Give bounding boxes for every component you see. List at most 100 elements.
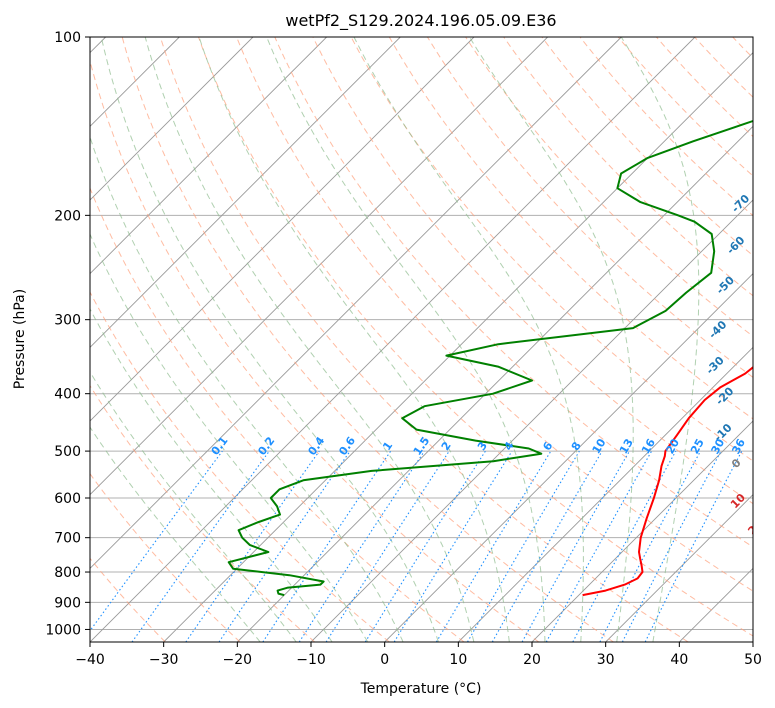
moist-adiabat-label: -60 — [724, 234, 747, 257]
isotherm-line — [384, 273, 753, 642]
mixing-ratio-line — [599, 450, 701, 642]
dewpoint-series-line — [227, 119, 753, 597]
dry-adiabat-lines — [90, 37, 775, 642]
grid-lines — [90, 37, 753, 630]
x-tick-label: 30 — [597, 652, 615, 668]
x-axis-ticks: −40 −30 −20 −10 0 10 20 30 40 50 — [75, 642, 762, 668]
dry-adiabat-line — [617, 37, 753, 177]
dry-adiabat-line — [732, 37, 753, 59]
temperature-series-line — [582, 366, 753, 597]
dry-adiabat-line — [198, 37, 753, 637]
moist-adiabat-label: -20 — [713, 384, 736, 407]
mixing-ratio-line — [621, 450, 722, 642]
x-tick-label: 50 — [744, 652, 762, 668]
moist-adiabat-label: -80 — [752, 147, 775, 170]
x-tick-label: 40 — [670, 652, 688, 668]
isotherm-line — [90, 37, 327, 275]
isotherm-line — [605, 494, 753, 642]
y-tick-label: 400 — [54, 387, 81, 403]
dry-adiabat-line — [121, 37, 614, 642]
moist-adiabat-line — [90, 370, 297, 642]
dry-adiabat-line — [426, 37, 753, 378]
x-axis-label: Temperature (°C) — [360, 681, 482, 697]
moist-adiabat-line — [90, 135, 404, 642]
x-tick-label: −20 — [223, 652, 253, 668]
mixing-ratio-lines — [90, 450, 743, 642]
mixing-ratio-label: 0.6 — [336, 434, 358, 458]
moist-adiabat-line — [100, 37, 439, 642]
y-axis-ticks: 100 200 300 400 500 600 700 800 900 1000 — [45, 30, 90, 638]
moist-adiabat-line — [144, 37, 475, 642]
x-tick-label: 20 — [523, 652, 541, 668]
x-tick-label: −10 — [296, 652, 326, 668]
isotherm-line — [90, 37, 696, 642]
moist-adiabat-line — [198, 37, 510, 642]
dry-adiabat-label: 10 — [728, 491, 748, 511]
dry-adiabat-line — [312, 37, 753, 505]
moist-adiabat-line — [90, 426, 261, 642]
dry-adiabat-line — [465, 37, 753, 337]
dry-adiabat-label: 20 — [746, 518, 766, 538]
moist-adiabat-lines — [90, 37, 700, 642]
dry-adiabat-line — [771, 37, 775, 642]
mixing-ratio-labels: 0.1 0.2 0.4 0.6 1 1.5 2 3 4 6 8 10 13 16 20 25 30 36 — [209, 434, 749, 458]
isotherm-lines — [90, 37, 753, 642]
y-tick-label: 300 — [54, 313, 81, 329]
x-tick-label: 0 — [380, 652, 389, 668]
plot-frame — [89, 36, 754, 643]
dry-adiabat-line — [541, 37, 753, 257]
mixing-ratio-line — [131, 450, 270, 642]
isotherm-line — [752, 641, 753, 642]
mixing-ratio-line — [491, 450, 603, 642]
mixing-ratio-line — [218, 450, 351, 642]
dry-adiabat-line — [274, 37, 753, 548]
y-tick-label: 800 — [54, 565, 81, 581]
isotherm-line — [90, 37, 548, 496]
mixing-ratio-label: 16 — [639, 436, 658, 456]
dry-adiabat-line — [90, 291, 390, 642]
moist-adiabat-line — [90, 308, 333, 642]
moist-adiabat-line — [469, 37, 634, 642]
mixing-ratio-label: 20 — [663, 436, 682, 456]
moist-adiabat-line — [353, 37, 584, 642]
moist-adiabat-label: -40 — [706, 318, 729, 341]
y-tick-label: 700 — [54, 531, 81, 547]
isotherm-line — [237, 125, 753, 642]
dry-adiabat-line — [350, 37, 753, 462]
dry-adiabat-line — [90, 472, 241, 642]
dry-adiabat-line — [503, 37, 753, 297]
moist-adiabat-line — [266, 37, 546, 642]
mixing-ratio-line — [467, 450, 580, 642]
y-tick-label: 600 — [54, 491, 81, 507]
isotherm-line — [90, 37, 401, 348]
mixing-ratio-line — [90, 450, 223, 632]
moist-adiabat-line — [620, 37, 700, 642]
sounding-series — [227, 119, 753, 597]
dry-adiabat-line — [90, 186, 465, 642]
mixing-ratio-line — [393, 450, 513, 642]
y-axis-label: Pressure (hPa) — [12, 289, 28, 389]
chart-title: wetPf2_S129.2024.196.05.09.E36 — [285, 11, 556, 31]
x-tick-label: −30 — [149, 652, 179, 668]
mixing-ratio-line — [545, 450, 653, 642]
mixing-ratio-label: 10 — [590, 436, 609, 456]
y-tick-label: 900 — [54, 595, 81, 611]
y-tick-label: 100 — [54, 30, 81, 46]
moist-adiabat-label: -30 — [704, 354, 727, 377]
isotherm-line — [679, 567, 753, 642]
isotherm-line — [531, 420, 753, 642]
dry-adiabat-line — [90, 59, 540, 642]
isotherm-line — [90, 37, 475, 422]
mixing-ratio-label: 0.2 — [255, 434, 277, 457]
dry-adiabat-line — [159, 37, 689, 642]
y-tick-label: 500 — [54, 444, 81, 460]
mixing-ratio-label: 1.5 — [411, 434, 433, 457]
x-tick-label: 10 — [449, 652, 467, 668]
x-tick-label: −40 — [75, 652, 105, 668]
isotherm-line — [458, 346, 753, 642]
mixing-ratio-line — [364, 450, 486, 642]
dry-adiabat-line — [90, 384, 316, 642]
mixing-ratio-line — [325, 450, 450, 642]
